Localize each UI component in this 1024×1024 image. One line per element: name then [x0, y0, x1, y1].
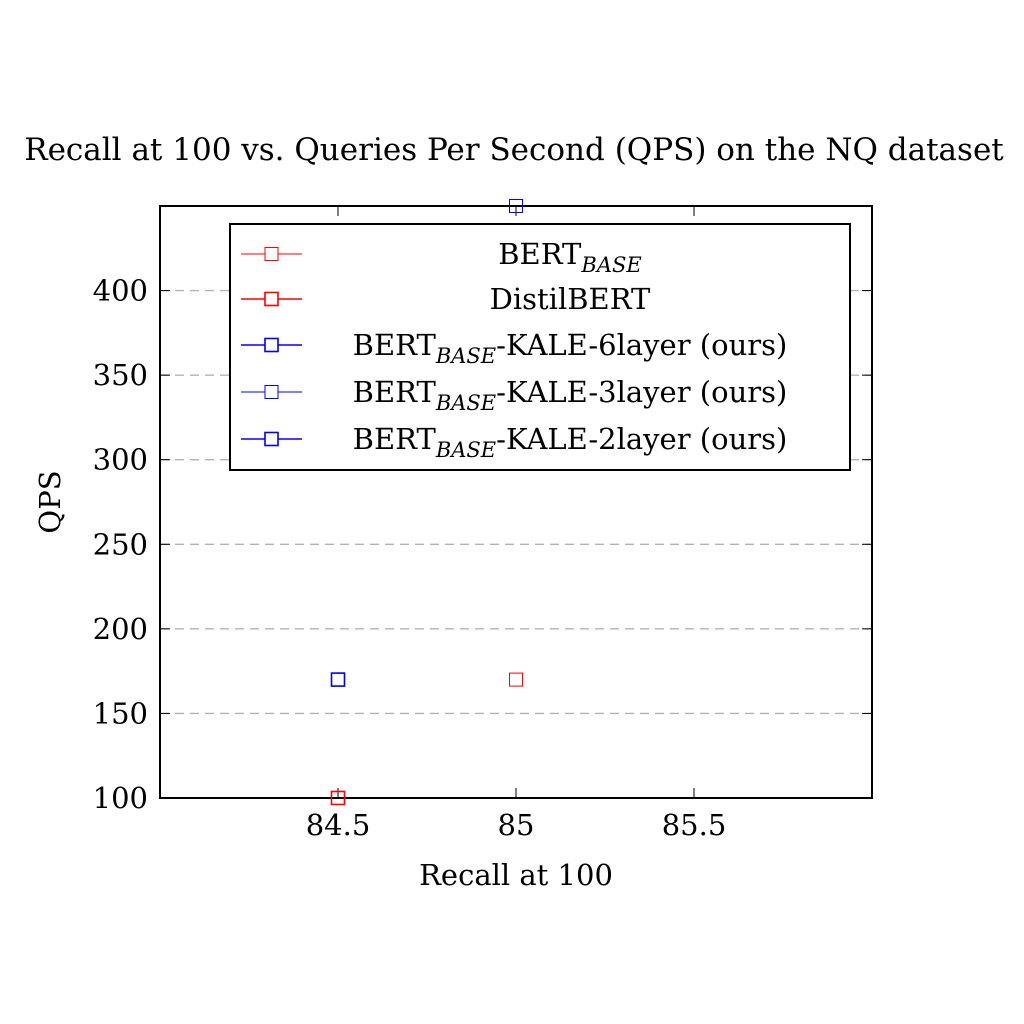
- y-tick-label: 400: [93, 274, 148, 308]
- data-point-series-1: [330, 790, 346, 806]
- x-tick-label: 85: [498, 808, 535, 842]
- y-tick-label: 350: [93, 358, 148, 392]
- legend-marker: [264, 431, 279, 447]
- legend-label-main: DistilBERT: [490, 282, 651, 316]
- legend-marker: [264, 291, 279, 307]
- data-point-series-2: [330, 672, 346, 687]
- y-axis-label: QPS: [33, 470, 67, 533]
- x-tick-label: 84.5: [306, 808, 371, 842]
- legend-label-main: BERT: [353, 375, 437, 409]
- y-tick-label: 300: [93, 443, 148, 477]
- legend-label-subscript: BASE: [435, 344, 496, 368]
- axis-ticks: [160, 206, 872, 799]
- chart-title: Recall at 100 vs. Queries Per Second (QP…: [24, 132, 1004, 168]
- legend-marker: [264, 337, 279, 353]
- y-tick-label: 150: [93, 696, 148, 730]
- legend-label-main: BERT: [353, 328, 437, 362]
- legend-label: BERTBASE-KALE-3layer (ours): [353, 375, 788, 415]
- legend-label-suffix: -KALE-3layer (ours): [496, 375, 787, 409]
- data-points: [330, 199, 523, 806]
- legend-label-suffix: -KALE-6layer (ours): [496, 328, 787, 362]
- legend-marker: [264, 247, 279, 261]
- x-axis-label: Recall at 100: [419, 858, 613, 892]
- legend-label: BERTBASE-KALE-2layer (ours): [353, 422, 788, 462]
- legend-label: BERTBASE: [498, 237, 641, 277]
- plot-area-frame: [159, 205, 873, 799]
- legend-label-main: BERT: [498, 237, 582, 271]
- legend-label: DistilBERT: [490, 282, 651, 316]
- tick-labels: 100 150 200 250 300 350 400 84.5 85 85.5: [93, 274, 727, 842]
- data-point-series-0: [509, 672, 523, 687]
- x-tick-label: 85.5: [662, 808, 727, 842]
- legend-label: BERTBASE-KALE-6layer (ours): [353, 328, 788, 368]
- legend-label-main: BERT: [353, 422, 437, 456]
- legend-label-subscript: BASE: [435, 438, 496, 462]
- legend-marker: [264, 385, 279, 399]
- y-tick-label: 100: [93, 781, 148, 815]
- y-tick-label: 250: [93, 527, 148, 561]
- legend-label-suffix: -KALE-2layer (ours): [496, 422, 787, 456]
- legend-label-subscript: BASE: [435, 391, 496, 415]
- y-tick-label: 200: [93, 612, 148, 646]
- legend-box: [229, 223, 851, 471]
- legend-label-subscript: BASE: [580, 253, 641, 277]
- data-point-series-3: [509, 199, 523, 213]
